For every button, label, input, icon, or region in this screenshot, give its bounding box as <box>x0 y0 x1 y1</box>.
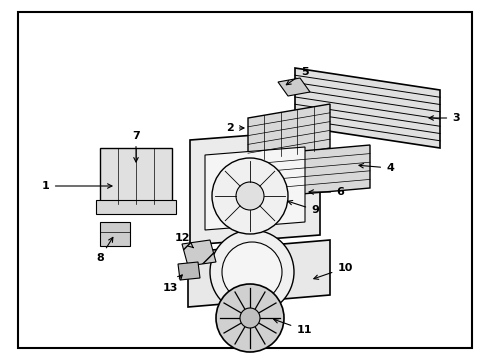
Text: 6: 6 <box>309 187 344 197</box>
Circle shape <box>210 230 294 314</box>
Polygon shape <box>248 104 330 162</box>
Bar <box>96 200 176 214</box>
Circle shape <box>222 242 282 302</box>
Polygon shape <box>178 262 200 280</box>
Circle shape <box>240 308 260 328</box>
Text: 10: 10 <box>314 263 353 279</box>
Text: 1: 1 <box>42 181 112 191</box>
Circle shape <box>216 284 284 352</box>
Text: 8: 8 <box>96 237 113 263</box>
Text: 7: 7 <box>132 131 140 162</box>
Bar <box>100 222 130 246</box>
Text: 11: 11 <box>274 319 312 335</box>
Bar <box>100 148 172 204</box>
Text: 5: 5 <box>286 67 309 85</box>
Text: 2: 2 <box>226 123 244 133</box>
Text: 3: 3 <box>429 113 460 123</box>
Polygon shape <box>256 145 370 198</box>
Polygon shape <box>278 78 310 96</box>
Circle shape <box>212 158 288 234</box>
Polygon shape <box>182 240 216 266</box>
Polygon shape <box>205 147 305 230</box>
Polygon shape <box>190 130 320 245</box>
Text: 9: 9 <box>288 201 319 215</box>
Text: 12: 12 <box>174 233 194 248</box>
Text: 13: 13 <box>162 275 182 293</box>
Polygon shape <box>295 68 440 148</box>
Text: 4: 4 <box>359 163 394 173</box>
Circle shape <box>236 182 264 210</box>
Polygon shape <box>188 240 330 307</box>
